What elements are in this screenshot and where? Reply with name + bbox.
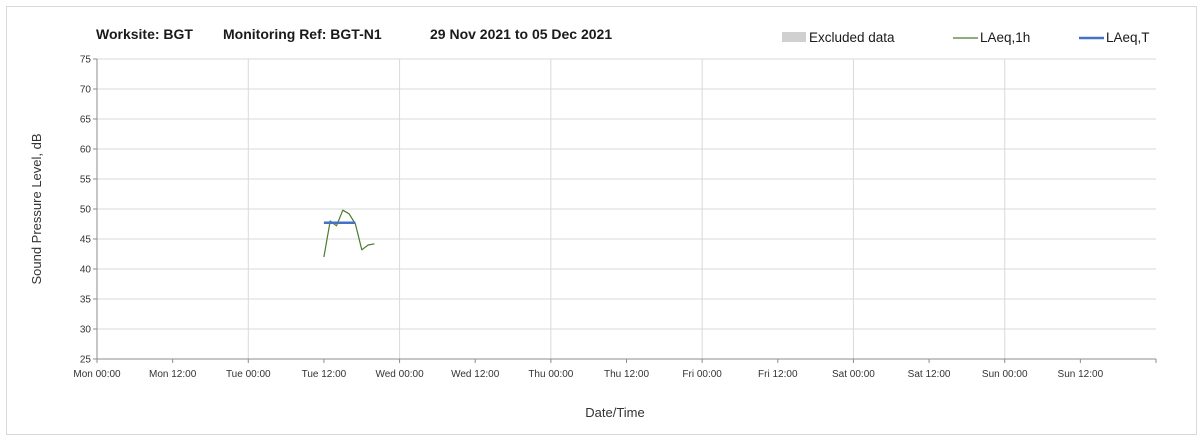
legend-swatch-excluded bbox=[782, 32, 806, 42]
x-tick-label: Wed 12:00 bbox=[451, 369, 500, 380]
y-tick-label: 65 bbox=[80, 115, 92, 126]
y-tick-label: 50 bbox=[80, 205, 92, 216]
chart-title-worksite: Worksite: BGT bbox=[96, 26, 193, 42]
x-tick-label: Tue 00:00 bbox=[226, 369, 271, 380]
x-tick-label: Sun 00:00 bbox=[982, 369, 1028, 380]
x-tick-label: Fri 12:00 bbox=[758, 369, 798, 380]
x-tick-label: Wed 00:00 bbox=[375, 369, 424, 380]
x-tick-label: Sat 00:00 bbox=[832, 369, 875, 380]
grid bbox=[97, 58, 1156, 359]
y-tick-label: 35 bbox=[80, 295, 92, 306]
x-tick-label: Fri 00:00 bbox=[682, 369, 722, 380]
chart-title-period: 29 Nov 2021 to 05 Dec 2021 bbox=[430, 26, 612, 42]
x-axis-label: Date/Time bbox=[585, 405, 644, 420]
legend-label-laeqT: LAeq,T bbox=[1106, 30, 1150, 45]
y-tick-label: 40 bbox=[80, 265, 92, 276]
legend-label-excluded: Excluded data bbox=[809, 30, 895, 45]
series bbox=[323, 209, 375, 258]
axes: 25 30 35 40 45 50 55 60 65 70 75 Mon 00:00 Mon 12:00… bbox=[73, 55, 1157, 380]
y-tick-label: 25 bbox=[80, 355, 92, 366]
x-tick-label: Tue 12:00 bbox=[302, 369, 347, 380]
x-tick-label: Mon 12:00 bbox=[149, 369, 197, 380]
y-tick-label: 60 bbox=[80, 145, 92, 156]
y-tick-label: 75 bbox=[80, 55, 92, 66]
chart-title-monitoring-ref: Monitoring Ref: BGT-N1 bbox=[223, 26, 382, 42]
x-tick-label: Thu 00:00 bbox=[528, 369, 573, 380]
y-tick-label: 30 bbox=[80, 325, 92, 336]
y-tick-label: 70 bbox=[80, 85, 92, 96]
y-tick-label: 45 bbox=[80, 235, 92, 246]
legend: Excluded data LAeq,1h LAeq,T bbox=[782, 30, 1150, 45]
y-tick-label: 55 bbox=[80, 175, 92, 186]
chart-frame bbox=[6, 6, 1197, 435]
x-tick-label: Mon 00:00 bbox=[73, 369, 121, 380]
series-line-laeq1h bbox=[323, 209, 375, 258]
x-tick-label: Sat 12:00 bbox=[908, 369, 951, 380]
x-tick-label: Thu 12:00 bbox=[604, 369, 649, 380]
legend-label-laeq1h: LAeq,1h bbox=[980, 30, 1030, 45]
x-tick-label: Sun 12:00 bbox=[1058, 369, 1104, 380]
y-axis-label: Sound Pressure Level, dB bbox=[29, 133, 44, 284]
